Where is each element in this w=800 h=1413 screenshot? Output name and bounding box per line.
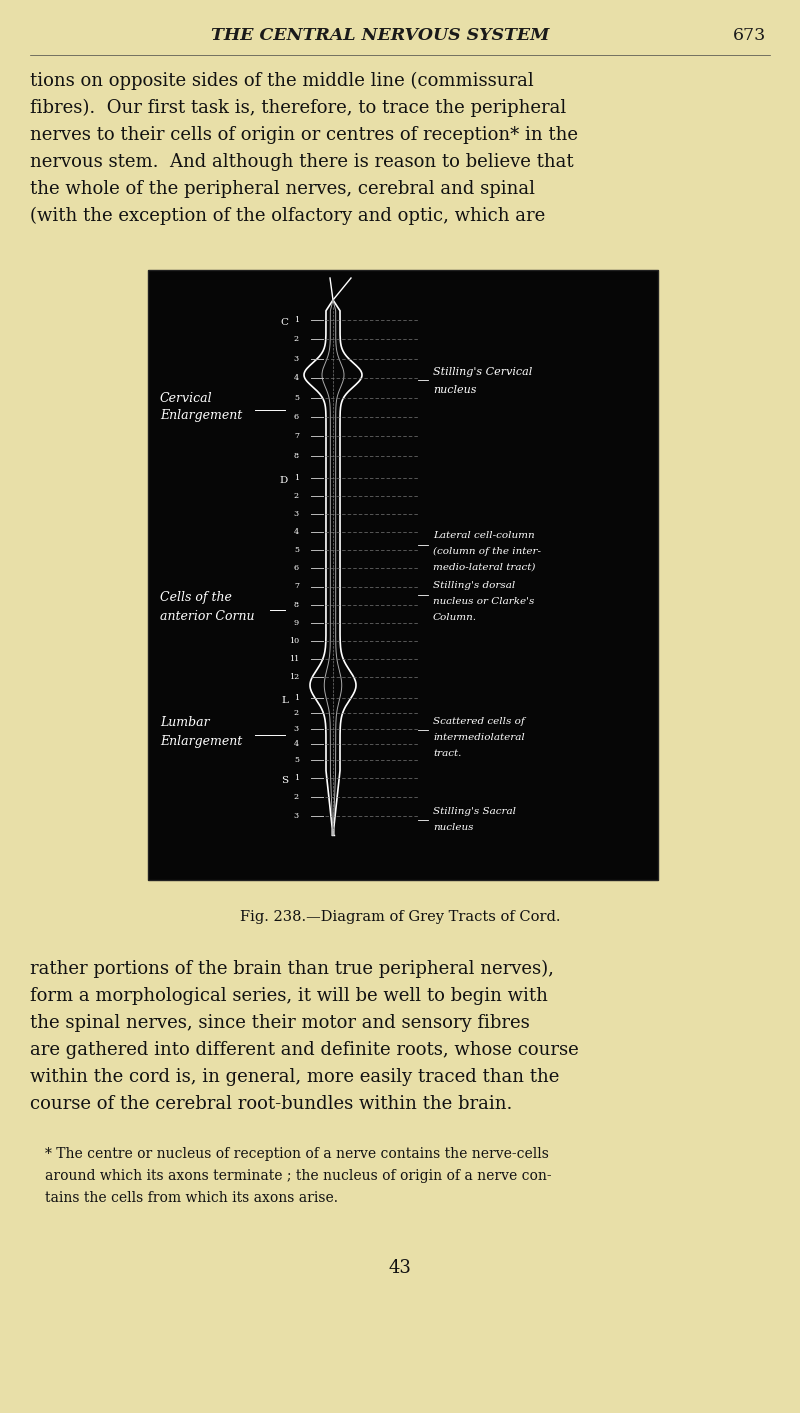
Text: Scattered cells of: Scattered cells of [433, 716, 525, 725]
Text: intermediolateral: intermediolateral [433, 732, 525, 742]
Text: around which its axons terminate ; the nucleus of origin of a nerve con-: around which its axons terminate ; the n… [45, 1169, 552, 1183]
Text: nucleus or Clarke's: nucleus or Clarke's [433, 598, 534, 606]
Text: 1: 1 [294, 774, 299, 781]
Text: 3: 3 [294, 355, 299, 363]
Text: 12: 12 [289, 673, 299, 681]
Text: rather portions of the brain than true peripheral nerves),: rather portions of the brain than true p… [30, 959, 554, 978]
Text: 6: 6 [294, 564, 299, 572]
Text: 1: 1 [294, 694, 299, 702]
Text: are gathered into different and definite roots, whose course: are gathered into different and definite… [30, 1041, 578, 1058]
Text: S: S [281, 776, 288, 786]
Text: 2: 2 [294, 492, 299, 500]
Bar [148, 270, 658, 880]
Text: 43: 43 [389, 1259, 411, 1277]
Text: tract.: tract. [433, 749, 462, 757]
Text: the whole of the peripheral nerves, cerebral and spinal: the whole of the peripheral nerves, cere… [30, 179, 535, 198]
Text: 4: 4 [294, 740, 299, 749]
Text: 2: 2 [294, 793, 299, 801]
Text: Enlargement: Enlargement [160, 410, 242, 422]
Text: nucleus: nucleus [433, 822, 474, 831]
Text: 8: 8 [294, 601, 299, 609]
Text: Enlargement: Enlargement [160, 735, 242, 747]
Text: 673: 673 [734, 27, 766, 44]
Text: L: L [281, 697, 288, 705]
Text: nucleus: nucleus [433, 384, 477, 396]
Text: Cells of the: Cells of the [160, 592, 232, 605]
Text: Lumbar: Lumbar [160, 716, 210, 729]
Text: 3: 3 [294, 812, 299, 820]
Text: 2: 2 [294, 335, 299, 343]
Text: D: D [280, 476, 288, 485]
Text: fibres).  Our first task is, therefore, to trace the peripheral: fibres). Our first task is, therefore, t… [30, 99, 566, 117]
Text: (column of the inter-: (column of the inter- [433, 547, 541, 555]
Text: Fig. 238.—Diagram of Grey Tracts of Cord.: Fig. 238.—Diagram of Grey Tracts of Cord… [240, 910, 560, 924]
Text: anterior Cornu: anterior Cornu [160, 609, 254, 623]
Text: Lateral cell-column: Lateral cell-column [433, 530, 534, 540]
Text: 8: 8 [294, 452, 299, 459]
Text: 5: 5 [294, 393, 299, 401]
Text: * The centre or nucleus of reception of a nerve contains the nerve-cells: * The centre or nucleus of reception of … [45, 1147, 549, 1161]
Text: 5: 5 [294, 756, 299, 763]
Text: 3: 3 [294, 510, 299, 519]
Text: 2: 2 [294, 709, 299, 718]
Text: Stilling's Cervical: Stilling's Cervical [433, 367, 532, 377]
Text: course of the cerebral root-bundles within the brain.: course of the cerebral root-bundles with… [30, 1095, 512, 1113]
Text: nervous stem.  And although there is reason to believe that: nervous stem. And although there is reas… [30, 153, 574, 171]
Text: 6: 6 [294, 413, 299, 421]
Text: within the cord is, in general, more easily traced than the: within the cord is, in general, more eas… [30, 1068, 559, 1087]
Text: form a morphological series, it will be well to begin with: form a morphological series, it will be … [30, 988, 548, 1005]
Text: 5: 5 [294, 547, 299, 554]
Text: 3: 3 [294, 725, 299, 733]
Text: C: C [280, 318, 288, 326]
Text: Column.: Column. [433, 613, 477, 623]
Text: 10: 10 [289, 637, 299, 644]
Text: Cervical: Cervical [160, 391, 213, 404]
Text: 4: 4 [294, 374, 299, 382]
Text: tions on opposite sides of the middle line (commissural: tions on opposite sides of the middle li… [30, 72, 534, 90]
Text: (with the exception of the olfactory and optic, which are: (with the exception of the olfactory and… [30, 206, 546, 225]
Text: 1: 1 [294, 473, 299, 482]
Text: 9: 9 [294, 619, 299, 627]
Text: THE CENTRAL NERVOUS SYSTEM: THE CENTRAL NERVOUS SYSTEM [211, 27, 549, 44]
Text: 11: 11 [289, 654, 299, 663]
Text: Stilling's dorsal: Stilling's dorsal [433, 582, 515, 591]
Text: the spinal nerves, since their motor and sensory fibres: the spinal nerves, since their motor and… [30, 1015, 530, 1031]
Text: medio-lateral tract): medio-lateral tract) [433, 562, 535, 571]
Text: 7: 7 [294, 432, 299, 441]
Text: tains the cells from which its axons arise.: tains the cells from which its axons ari… [45, 1191, 338, 1205]
Text: 4: 4 [294, 528, 299, 537]
Text: nerves to their cells of origin or centres of reception* in the: nerves to their cells of origin or centr… [30, 126, 578, 144]
Text: Stilling's Sacral: Stilling's Sacral [433, 807, 516, 815]
Text: 7: 7 [294, 582, 299, 591]
Text: 1: 1 [294, 317, 299, 324]
